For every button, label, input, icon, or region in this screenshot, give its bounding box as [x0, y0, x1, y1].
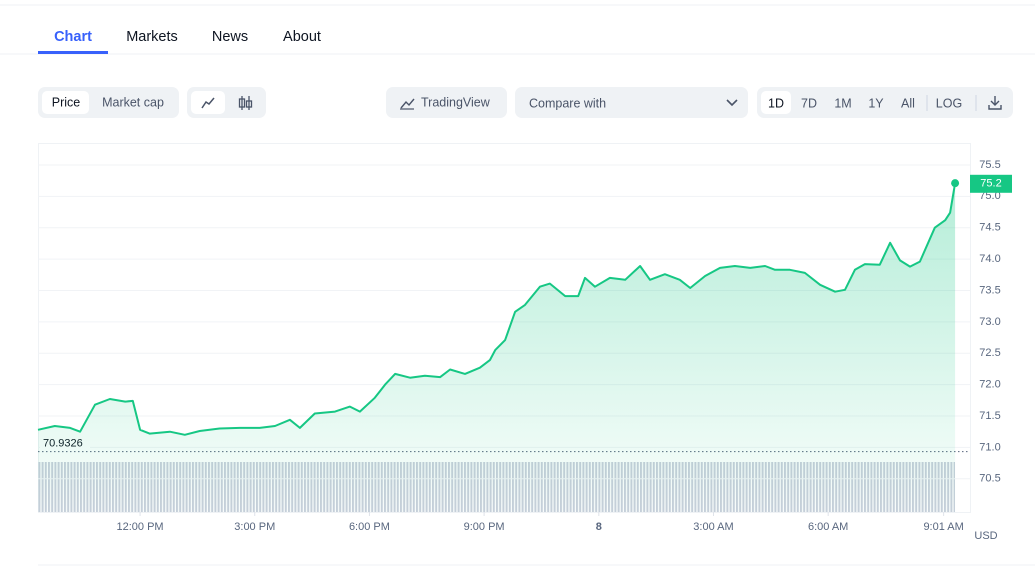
download-icon[interactable]	[988, 96, 1002, 110]
button-label: TradingView	[421, 95, 491, 109]
y-tick-label: 75.0	[979, 190, 1000, 202]
x-tick-label: 9:01 AM	[923, 521, 963, 533]
toggle-selected	[42, 91, 89, 114]
y-tick-label: 73.5	[979, 284, 1000, 296]
range-selected	[761, 91, 791, 114]
y-tick-label: 72.5	[979, 347, 1000, 359]
tab[interactable]: News	[212, 29, 248, 45]
dropdown-label: Compare with	[529, 96, 606, 110]
x-tick-label: 3:00 PM	[234, 521, 275, 533]
price-badge-label: 75.2	[980, 178, 1001, 190]
y-tick-label: 71.5	[979, 410, 1000, 422]
toggle-button[interactable]: Market cap	[102, 95, 164, 109]
price-badge	[970, 174, 1012, 193]
currency-label: USD	[974, 530, 997, 542]
y-tick-label: 71.0	[979, 441, 1000, 453]
x-tick-label: 8	[596, 521, 602, 533]
x-tick-label: 6:00 AM	[808, 521, 848, 533]
candle-icon[interactable]	[238, 96, 253, 110]
chevron	[726, 99, 738, 107]
range-button[interactable]: 1Y	[868, 96, 884, 110]
y-tick-label: 74.0	[979, 253, 1000, 265]
y-tick-label: 73.0	[979, 316, 1000, 328]
tradingview-icon	[400, 98, 415, 109]
toggle-button[interactable]: Price	[52, 95, 81, 109]
area	[38, 183, 956, 512]
last-point	[951, 179, 960, 188]
plot-frame	[38, 143, 971, 513]
tradingview-button[interactable]	[386, 87, 507, 118]
y-tick-label: 74.5	[979, 222, 1000, 234]
range-button[interactable]: All	[901, 96, 915, 110]
x-tick-label: 9:00 PM	[464, 521, 505, 533]
tab-underline	[38, 51, 108, 54]
tab[interactable]: Chart	[54, 29, 92, 45]
y-tick-label: 75.5	[979, 159, 1000, 171]
x-tick-label: 6:00 PM	[349, 521, 390, 533]
tab[interactable]: Markets	[126, 29, 178, 45]
range-button[interactable]: 1M	[834, 96, 851, 110]
line-icon	[201, 97, 215, 109]
y-tick-label: 72.0	[979, 379, 1000, 391]
plot: 70.5 71.0 71.5 72.0 72.5 73.0 73.5 74.0 74.5 75.0…	[37, 159, 1012, 533]
range-group	[757, 87, 1013, 118]
compare-dropdown[interactable]	[515, 87, 748, 118]
x-tick-label: 12:00 PM	[117, 521, 164, 533]
range-button[interactable]: 7D	[801, 96, 817, 110]
tab[interactable]: About	[283, 29, 321, 45]
x-tick-label: 3:00 AM	[693, 521, 733, 533]
price-line	[37, 183, 957, 436]
y-tick-label: 70.5	[979, 473, 1000, 485]
range-button[interactable]: 1D	[768, 96, 784, 110]
log-button[interactable]: LOG	[936, 96, 962, 110]
